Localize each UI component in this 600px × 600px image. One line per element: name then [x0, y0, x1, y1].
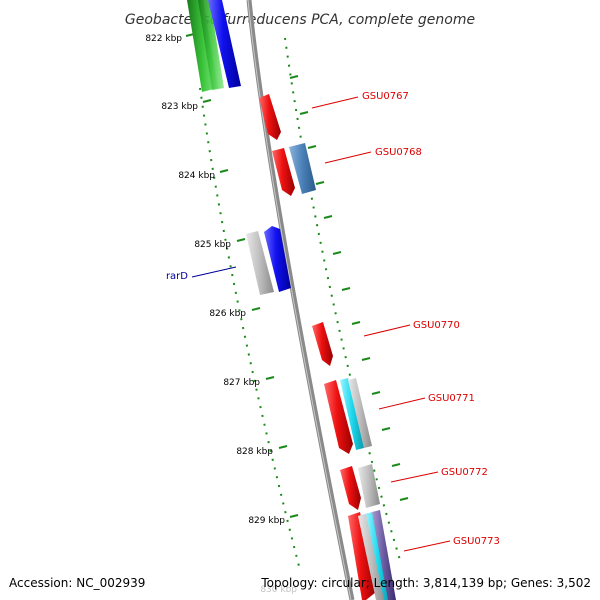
gene-gsu0770-arrow: [312, 322, 333, 366]
green-feature-inner: [198, 0, 224, 90]
gene-gsu0773-arrow: [348, 512, 376, 600]
gene-rard-blue-arrow: [264, 226, 291, 292]
gene-gsu0771-cyan-feature: [340, 378, 364, 450]
blue-feature-top: [208, 0, 241, 88]
gene-gsu0773-purple-feature: [372, 510, 396, 600]
gene-gsu0772-gray-feature: [358, 464, 380, 508]
kbp-label-824: 824 kbp: [178, 171, 215, 181]
gene-label-gsu0770[interactable]: GSU0770: [413, 320, 460, 331]
kbp-label-823: 823 kbp: [161, 102, 198, 112]
gene-gsu0773-gray-feature: [358, 513, 386, 600]
gene-gsu0767-arrow: [259, 94, 281, 140]
gene-gsu0771-arrow: [324, 380, 353, 454]
gene-rard-gray-feature: [246, 231, 274, 295]
gene-gsu0772-arrow: [340, 466, 361, 510]
genome-backbone-highlight: [247, 0, 352, 600]
left-ruler-ticks: [185, 33, 299, 518]
gene-label-gsu0773[interactable]: GSU0773: [453, 536, 500, 547]
gene-gsu0768-arrow: [272, 148, 295, 196]
right-ruler-ticks: [289, 75, 409, 501]
map-title: Geobacter sulfurreducens PCA, complete g…: [125, 12, 475, 28]
left-scale-ruler: [199, 87, 301, 571]
kbp-label-829: 829 kbp: [248, 516, 285, 526]
genome-summary-text: Topology: circular; Length: 3,814,139 bp…: [260, 576, 591, 590]
right-scale-ruler: [284, 37, 401, 561]
gene-label-gsu0768[interactable]: GSU0768: [375, 147, 422, 158]
gene-label-gsu0772[interactable]: GSU0772: [441, 467, 488, 478]
kbp-label-828: 828 kbp: [236, 447, 273, 457]
label-leader-lines: [191, 96, 451, 552]
kbp-label-830: 830 kbp: [260, 585, 297, 595]
gene-label-gsu0767[interactable]: GSU0767: [362, 91, 409, 102]
gene-gsu0768-steel-feature: [289, 143, 316, 194]
kbp-label-826: 826 kbp: [209, 309, 246, 319]
gene-label-gsu0771[interactable]: GSU0771: [428, 393, 475, 404]
kbp-label-822: 822 kbp: [145, 34, 182, 44]
accession-text: Accession: NC_002939: [9, 576, 145, 590]
kbp-label-825: 825 kbp: [194, 240, 231, 250]
kbp-label-827: 827 kbp: [223, 378, 260, 388]
gene-label-rard[interactable]: rarD: [166, 271, 188, 282]
genome-backbone: [246, 0, 355, 600]
gene-gsu0771-gray-feature: [348, 378, 372, 448]
